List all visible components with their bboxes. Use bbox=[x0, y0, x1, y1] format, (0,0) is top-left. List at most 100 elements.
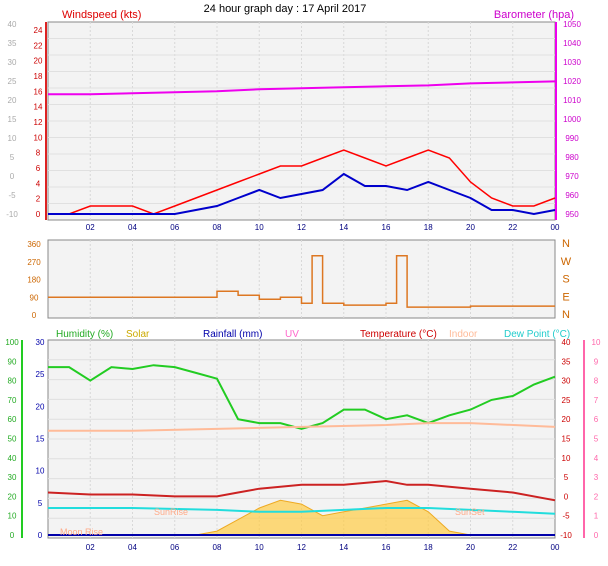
tick-label-humidity: 30 bbox=[8, 473, 17, 482]
x-tick-label: 20 bbox=[466, 223, 475, 232]
tick-label-temp: 15 bbox=[562, 435, 571, 444]
tick-label-temp: 5 bbox=[564, 473, 569, 482]
tick-label-rain: 5 bbox=[38, 499, 43, 508]
x-tick-label: 10 bbox=[255, 223, 264, 232]
tick-label-compass: E bbox=[562, 291, 569, 303]
tick-label-barometer: 1000 bbox=[563, 115, 581, 124]
x-tick-label: 06 bbox=[170, 543, 179, 552]
tick-label-uv: 0 bbox=[594, 531, 599, 540]
legend-indoor: Indoor bbox=[449, 329, 478, 340]
barometer-axis-title: Barometer (hpa) bbox=[494, 9, 574, 21]
tick-label-wind: 4 bbox=[36, 179, 41, 188]
tick-label-wind: 24 bbox=[34, 26, 43, 35]
tick-label-uv: 10 bbox=[592, 338, 601, 347]
moonrise-label: Moon Rise bbox=[60, 527, 103, 537]
x-tick-label: 14 bbox=[339, 223, 348, 232]
x-tick-label: 04 bbox=[128, 543, 137, 552]
x-tick-label: 16 bbox=[382, 543, 391, 552]
x-tick-label: 20 bbox=[466, 543, 475, 552]
x-tick-label: 04 bbox=[128, 223, 137, 232]
data-series bbox=[47, 80, 556, 536]
tick-label-wind-outer: 40 bbox=[8, 20, 17, 29]
tick-label-wind: 22 bbox=[34, 41, 43, 50]
tick-label-rain: 30 bbox=[36, 338, 45, 347]
tick-label-rain: 25 bbox=[36, 370, 45, 379]
indoor-temperature-line bbox=[48, 422, 556, 432]
tick-label-temp: 0 bbox=[564, 492, 569, 501]
chart-title: 24 hour graph day : 17 April 2017 bbox=[204, 3, 367, 15]
tick-label-humidity: 50 bbox=[8, 435, 17, 444]
tick-label-barometer: 950 bbox=[565, 210, 579, 219]
x-tick-label: 08 bbox=[213, 223, 222, 232]
legend-uv: UV bbox=[285, 329, 299, 340]
dewpoint-line bbox=[48, 507, 556, 515]
x-tick-label: 22 bbox=[508, 543, 517, 552]
tick-label-wind: 12 bbox=[34, 118, 43, 127]
tick-label-uv: 4 bbox=[594, 454, 599, 463]
tick-label-wind: 8 bbox=[36, 149, 41, 158]
tick-label-barometer: 970 bbox=[565, 172, 579, 181]
tick-label-uv: 6 bbox=[594, 415, 599, 424]
x-tick-label: 00 bbox=[551, 223, 560, 232]
x-tick-label: 14 bbox=[339, 543, 348, 552]
tick-label-temp: -5 bbox=[562, 512, 570, 521]
tick-label-temp: -10 bbox=[560, 531, 572, 540]
legend-humidity: Humidity (%) bbox=[56, 329, 113, 340]
tick-label-barometer: 990 bbox=[565, 134, 579, 143]
tick-label-uv: 1 bbox=[594, 512, 599, 521]
tick-label-wind-outer: 35 bbox=[8, 39, 17, 48]
tick-label-uv: 2 bbox=[594, 492, 599, 501]
tick-label-wind-outer: 10 bbox=[8, 134, 17, 143]
tick-label-uv: 5 bbox=[594, 435, 599, 444]
tick-label-wind-outer: 25 bbox=[8, 77, 17, 86]
x-tick-label: 16 bbox=[382, 223, 391, 232]
tick-label-temp: 25 bbox=[562, 396, 571, 405]
legend-solar: Solar bbox=[126, 329, 150, 340]
tick-label-temp: 30 bbox=[562, 377, 571, 386]
tick-label-wind: 20 bbox=[34, 57, 43, 66]
tick-label-barometer: 1040 bbox=[563, 39, 581, 48]
tick-label-rain: 20 bbox=[36, 402, 45, 411]
tick-label-humidity: 90 bbox=[8, 357, 17, 366]
x-tick-label: 22 bbox=[508, 223, 517, 232]
x-tick-label: 18 bbox=[424, 223, 433, 232]
tick-labels: 4035302520151050-5-102422201816141210864… bbox=[5, 20, 601, 552]
tick-label-barometer: 1020 bbox=[563, 77, 581, 86]
legend-dewpoint: Dew Point (°C) bbox=[504, 329, 570, 340]
tick-label-compass: N bbox=[562, 238, 570, 250]
x-tick-label: 02 bbox=[86, 543, 95, 552]
tick-label-barometer: 980 bbox=[565, 153, 579, 162]
x-tick-label: 02 bbox=[86, 223, 95, 232]
tick-label-humidity: 60 bbox=[8, 415, 17, 424]
tick-label-barometer: 1030 bbox=[563, 58, 581, 67]
legend-temperature: Temperature (°C) bbox=[360, 329, 437, 340]
tick-label-humidity: 70 bbox=[8, 396, 17, 405]
x-tick-label: 18 bbox=[424, 543, 433, 552]
tick-label-direction: 180 bbox=[27, 276, 41, 285]
tick-label-compass: N bbox=[562, 309, 570, 321]
tick-label-humidity: 80 bbox=[8, 377, 17, 386]
tick-label-temp: 20 bbox=[562, 415, 571, 424]
solar-area bbox=[48, 499, 555, 536]
tick-label-wind: 18 bbox=[34, 72, 43, 81]
tick-label-compass: S bbox=[562, 274, 569, 286]
tick-label-direction: 270 bbox=[27, 258, 41, 267]
tick-label-temp: 10 bbox=[562, 454, 571, 463]
x-tick-label: 10 bbox=[255, 543, 264, 552]
windspeed-line bbox=[48, 149, 556, 215]
tick-label-uv: 3 bbox=[594, 473, 599, 482]
direction-line bbox=[48, 255, 555, 308]
tick-label-wind: 6 bbox=[36, 164, 41, 173]
tick-label-compass: W bbox=[561, 256, 572, 268]
tick-label-rain: 0 bbox=[38, 531, 43, 540]
gridlines bbox=[48, 22, 555, 538]
temperature-line bbox=[47, 479, 556, 502]
tick-label-uv: 8 bbox=[594, 377, 599, 386]
x-tick-label: 00 bbox=[551, 543, 560, 552]
avg-wind-line bbox=[48, 172, 556, 216]
tick-label-wind-outer: 30 bbox=[8, 58, 17, 67]
tick-label-humidity: 100 bbox=[5, 338, 19, 347]
x-tick-label: 06 bbox=[170, 223, 179, 232]
